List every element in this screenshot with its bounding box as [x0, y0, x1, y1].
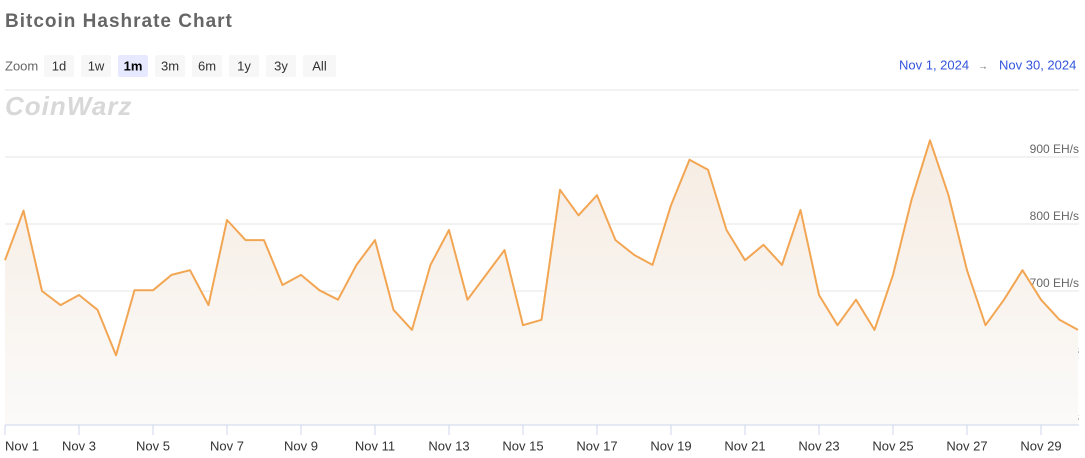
zoom-button[interactable] — [266, 55, 296, 77]
zoom-button[interactable] — [192, 55, 222, 77]
x-tick-label: Nov 29 — [1020, 438, 1061, 453]
x-tick-label: Nov 21 — [724, 438, 765, 453]
x-tick-label: Nov 23 — [798, 438, 839, 453]
y-tick-label: 800 EH/s — [1030, 209, 1079, 223]
x-tick-label: Nov 13 — [428, 438, 469, 453]
x-tick-label: Nov 7 — [210, 438, 244, 453]
x-tick-label: Nov 17 — [576, 438, 617, 453]
zoom-button-label[interactable]: 3m — [161, 58, 179, 73]
x-tick-label: Nov 3 — [62, 438, 96, 453]
zoom-button-label[interactable]: 3y — [274, 58, 288, 73]
x-tick-label: Nov 15 — [502, 438, 543, 453]
zoom-button-label[interactable]: 1m — [124, 58, 143, 73]
x-tick-label: Nov 19 — [650, 438, 691, 453]
zoom-button[interactable] — [303, 55, 336, 77]
x-tick-label: Nov 5 — [136, 438, 170, 453]
watermark: CoinWarz — [5, 91, 132, 121]
zoom-button-label[interactable]: 1y — [237, 58, 251, 73]
zoom-button[interactable] — [44, 55, 74, 77]
zoom-button-label[interactable]: 1d — [52, 58, 66, 73]
zoom-button[interactable] — [155, 55, 185, 77]
x-tick-label: Nov 25 — [872, 438, 913, 453]
zoom-button-label[interactable]: All — [312, 58, 327, 73]
zoom-label: Zoom — [5, 58, 38, 73]
y-tick-label: 900 EH/s — [1030, 142, 1079, 156]
zoom-button[interactable] — [118, 55, 148, 77]
line — [4, 139, 1079, 357]
range-to[interactable]: Nov 30, 2024 — [999, 57, 1076, 72]
chart-title: Bitcoin Hashrate Chart — [5, 11, 233, 32]
zoom-button-label[interactable]: 1w — [88, 58, 105, 73]
area — [5, 140, 1078, 426]
x-tick-label: Nov 1 — [5, 438, 39, 453]
zoom-button-label[interactable]: 6m — [198, 58, 216, 73]
x-tick-label: Nov 27 — [946, 438, 987, 453]
range-from[interactable]: Nov 1, 2024 — [899, 57, 969, 72]
x-tick-label: Nov 11 — [355, 438, 395, 453]
range-separator: → — [978, 62, 988, 73]
x-tick-label: Nov 9 — [284, 438, 318, 453]
y-tick-label: 700 EH/s — [1030, 276, 1079, 290]
zoom-button[interactable] — [81, 55, 111, 77]
zoom-button[interactable] — [229, 55, 259, 77]
